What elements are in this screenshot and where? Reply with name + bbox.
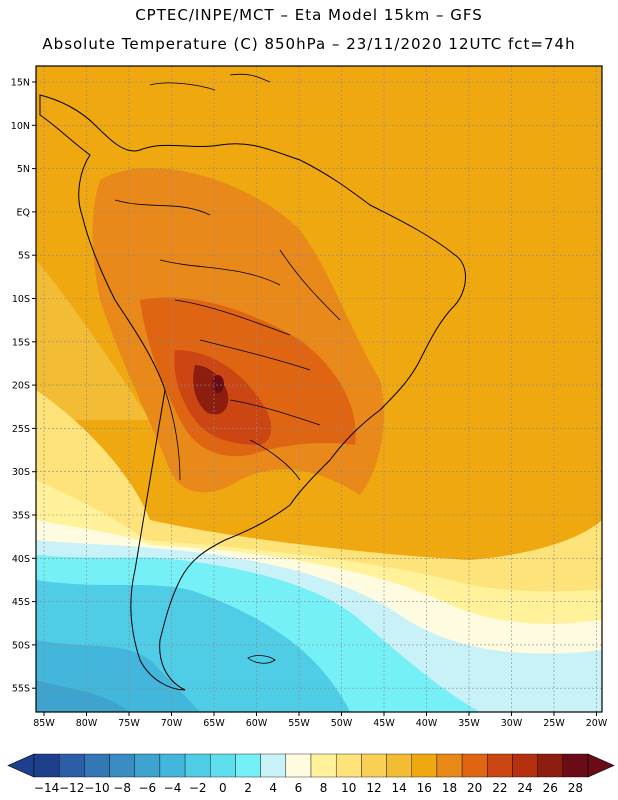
colorbar-swatch <box>285 753 312 778</box>
colorbar-label: −14 <box>34 781 59 795</box>
map-frame <box>35 65 603 713</box>
lon-tick-label: 25W <box>543 718 565 729</box>
polar-edge <box>36 680 130 712</box>
hotspot <box>193 365 229 415</box>
hotspot-core <box>212 375 224 393</box>
lon-tick-label: 50W <box>331 718 353 729</box>
lat-tick-label: 5N <box>17 164 30 175</box>
lon-tick-label: 70W <box>161 718 183 729</box>
ocean-warm-band <box>36 260 150 420</box>
colorbar-swatch <box>33 753 60 778</box>
colorbar-swatch <box>134 753 161 778</box>
colorbar-swatch <box>260 753 287 778</box>
colorbar-label: 10 <box>341 781 356 795</box>
temperature-field <box>36 66 602 712</box>
lon-tick-label: 20W <box>586 718 608 729</box>
lon-tick-label: 65W <box>203 718 225 729</box>
lat-tick-label: 10S <box>12 294 30 305</box>
lat-tick-label: 5S <box>18 251 30 262</box>
colorbar-swatch <box>335 753 362 778</box>
lon-tick-label: 80W <box>76 718 98 729</box>
colorbar-swatch <box>411 753 438 778</box>
lon-tick-label: 55W <box>288 718 310 729</box>
colorbar-swatch <box>487 753 513 778</box>
colorbar-swatch <box>58 753 85 778</box>
colorbar-swatch <box>235 753 261 778</box>
colorbar-label: 18 <box>442 781 457 795</box>
map-title: CPTEC/INPE/MCT – Eta Model 15km – GFS <box>135 6 483 24</box>
colorbar-swatch <box>210 753 236 778</box>
colorbar-min-arrow <box>7 753 35 778</box>
colorbar-swatch <box>461 753 488 778</box>
lat-tick-label: EQ <box>17 207 30 218</box>
map-subtitle: Absolute Temperature (C) 850hPa – 23/11/… <box>42 35 576 53</box>
colorbar-swatch <box>562 753 589 778</box>
latitude-axis: 15N 10N 5N EQ 5S 10S 15S 20S 25S 30S 35S 40S 45S 50S 5… <box>11 78 36 695</box>
colorbar-label: 28 <box>568 781 583 795</box>
colorbar-swatch <box>386 753 412 778</box>
colorbar-swatch <box>159 753 186 778</box>
lat-tick-label: 15S <box>12 337 30 348</box>
color-legend: −14 −12 −10 −8 −6 −4 −2 0 2 4 6 8 10 12 14 16 18 20 22 24 26… <box>7 753 615 795</box>
lon-tick-label: 30W <box>501 718 523 729</box>
colorbar-label: −8 <box>113 781 131 795</box>
colorbar-swatch <box>109 753 135 778</box>
lat-tick-label: 50S <box>12 640 30 651</box>
colorbar-swatch <box>537 753 564 778</box>
falkland-islands <box>247 655 276 664</box>
country-borders <box>114 199 341 481</box>
colorbar-label: 16 <box>417 781 432 795</box>
colorbar-label: 8 <box>320 781 328 795</box>
colorbar-label: 0 <box>219 781 227 795</box>
colorbar-label: −4 <box>164 781 182 795</box>
lat-tick-label: 25S <box>12 424 30 435</box>
colorbar-label: −2 <box>189 781 207 795</box>
colorbar-swatch <box>361 753 387 778</box>
lat-tick-label: 20S <box>12 381 30 392</box>
lat-tick-label: 30S <box>12 467 30 478</box>
lon-tick-label: 85W <box>33 718 55 729</box>
colorbar-label: −6 <box>138 781 156 795</box>
lat-tick-label: 55S <box>12 684 30 695</box>
colorbar-swatch <box>184 753 211 778</box>
colorbar-label: −12 <box>59 781 84 795</box>
lat-tick-label: 45S <box>12 597 30 608</box>
colorbar-swatch <box>310 753 337 778</box>
lon-tick-label: 40W <box>416 718 438 729</box>
lon-tick-label: 75W <box>118 718 140 729</box>
colorbar-swatch <box>84 753 110 778</box>
longitude-axis: 85W 80W 75W 70W 65W 60W 55W 50W 45W 40W 35W 30W 25W 2… <box>33 712 608 729</box>
lat-tick-label: 10N <box>11 121 30 132</box>
colorbar-label: 24 <box>517 781 532 795</box>
colorbar-label: 4 <box>269 781 277 795</box>
lon-tick-label: 45W <box>373 718 395 729</box>
lon-tick-label: 60W <box>246 718 268 729</box>
caribbean-islands <box>149 73 271 91</box>
colorbar-label: 22 <box>492 781 507 795</box>
colorbar-swatch <box>436 753 463 778</box>
lat-tick-label: 35S <box>12 511 30 522</box>
colorbar-label: 6 <box>295 781 303 795</box>
colorbar-label: 2 <box>244 781 252 795</box>
colorbar-label: 12 <box>366 781 381 795</box>
colorbar-swatch <box>512 753 538 778</box>
lat-tick-label: 15N <box>11 78 30 89</box>
colorbar-label: 20 <box>467 781 482 795</box>
colorbar-label: 14 <box>391 781 406 795</box>
colorbar-max-arrow <box>587 753 615 778</box>
lat-tick-label: 40S <box>12 554 30 565</box>
colorbar-label: 26 <box>543 781 558 795</box>
south-america-coastline <box>39 94 466 691</box>
lon-tick-label: 35W <box>458 718 480 729</box>
colorbar-label: −10 <box>84 781 109 795</box>
